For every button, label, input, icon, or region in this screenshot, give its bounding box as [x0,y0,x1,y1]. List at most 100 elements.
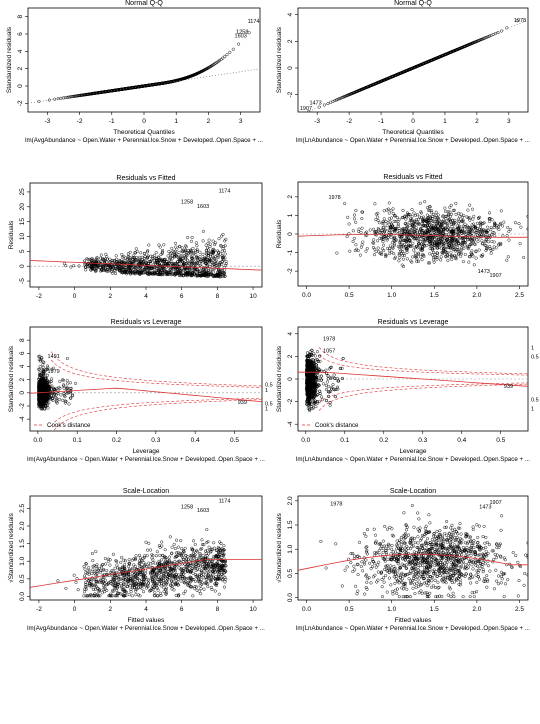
data-point [228,50,232,54]
data-point [478,225,482,229]
data-point [58,379,62,383]
data-point [71,393,75,397]
data-point [139,251,143,255]
data-point [453,218,457,222]
data-point [472,214,476,218]
data-point [456,245,460,250]
data-point [209,268,213,272]
data-point [247,31,251,35]
data-point [221,256,225,260]
data-point [205,263,209,267]
data-point [131,254,135,258]
data-point [455,226,459,230]
data-point [351,229,355,233]
data-point [491,230,495,234]
data-point [493,32,497,36]
data-point [211,247,216,251]
data-point [410,208,414,212]
data-point [522,255,526,260]
data-point [335,251,339,255]
data-point [105,269,109,273]
point-label: 1978 [514,18,526,24]
data-point [158,272,162,276]
data-point [110,271,115,275]
x-tick-label: 0.1 [73,437,82,444]
data-point [194,255,199,259]
data-point [99,269,103,273]
data-point [407,243,411,247]
chart-title: Residuals vs Leverage [111,319,182,326]
data-point [118,265,122,269]
data-point [459,250,463,254]
data-point [345,234,349,239]
data-point [461,224,465,228]
data-point [408,224,412,228]
data-point [454,257,458,261]
data-point [374,249,378,253]
x-tick-label: -1 [109,118,115,125]
data-point [152,253,156,257]
data-point [99,253,103,257]
data-point [156,264,160,268]
data-point [101,265,105,269]
data-point [175,265,179,269]
data-point [459,231,464,235]
data-point [507,229,511,234]
data-point [211,273,215,278]
y-tick-label: 0 [19,391,26,395]
data-point [459,229,463,234]
data-point [179,254,183,258]
data-point [463,241,467,245]
data-point [44,367,48,371]
data-point [209,271,213,275]
data-point [157,243,161,247]
data-point [224,259,228,263]
data-point [479,254,483,258]
data-point [59,96,63,100]
data-point [495,224,499,228]
data-point [409,259,413,263]
data-point [149,260,153,264]
data-point [396,244,400,248]
data-point [402,246,406,250]
data-point [161,248,165,252]
data-point [457,226,461,230]
data-point [413,228,417,232]
x-tick-label: -3 [44,118,50,125]
data-point [322,103,326,107]
data-point [450,244,454,248]
data-point [215,272,219,276]
data-point [220,259,224,263]
data-point [480,229,484,233]
data-point [489,248,493,252]
data-point [206,266,211,271]
data-point [223,55,227,59]
data-point [114,254,118,258]
data-point [317,105,321,109]
y-tick-label: -4 [19,416,26,422]
data-point [390,230,394,234]
x-tick-label: -3 [314,118,320,125]
data-point [392,242,396,246]
data-point [384,255,388,259]
data-point [432,246,436,250]
data-point [140,270,144,274]
data-point [459,212,463,216]
data-point [169,255,173,260]
data-point [429,244,433,248]
data-point [420,247,424,251]
data-point [414,244,418,249]
data-point [108,257,112,261]
data-point [436,251,440,255]
data-point [157,267,162,271]
data-point [482,233,486,237]
data-point [444,226,448,230]
data-point [64,399,68,403]
data-point [137,259,141,263]
y-tick-label: 20 [19,203,26,211]
data-point [435,257,439,261]
data-point [397,226,401,230]
data-point [493,223,497,227]
data-point [487,34,492,38]
data-point [373,202,377,206]
